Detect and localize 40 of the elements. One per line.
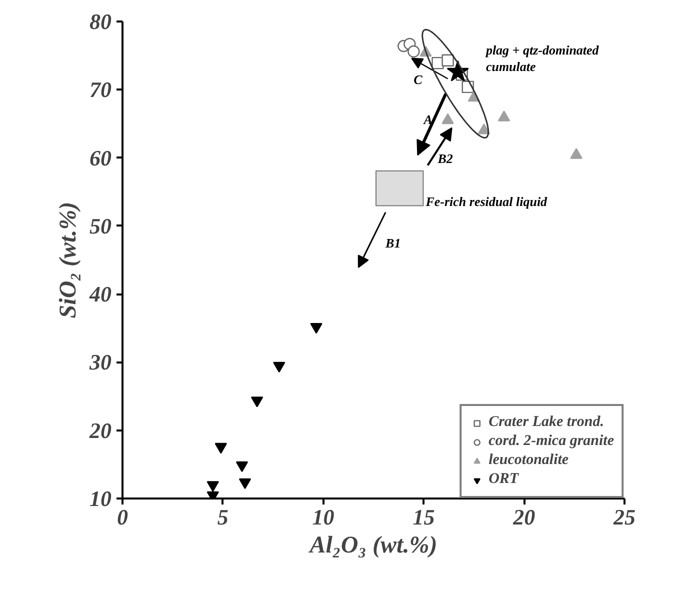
point [236, 461, 248, 472]
point [408, 45, 420, 58]
point [238, 478, 252, 490]
x-axis-title: Al₂O₃ (wt.%) [308, 532, 438, 558]
point [442, 54, 454, 66]
annotation: A [422, 112, 433, 128]
y-tick-label: 40 [88, 282, 112, 307]
point [498, 110, 510, 122]
legend-label: ORT [488, 471, 519, 488]
annotation: plag + qtz-dominated cumulate [484, 42, 600, 74]
x-tick-label: 5 [217, 504, 228, 530]
y-tick-label: 30 [88, 350, 112, 375]
point [206, 481, 219, 492]
point [478, 124, 490, 134]
annotation: C [414, 72, 423, 87]
point [570, 148, 582, 159]
point [446, 60, 469, 82]
legend-label: leucotonalite [488, 452, 569, 469]
y-tick-label: 70 [90, 77, 112, 102]
point [214, 442, 227, 454]
point [442, 113, 454, 124]
y-tick-label: 20 [88, 418, 112, 443]
point [273, 362, 286, 373]
y-tick-label: 50 [90, 213, 112, 238]
x-tick-label: 10 [312, 504, 334, 530]
point [250, 396, 264, 408]
x-tick-label: 15 [412, 504, 435, 530]
x-tick-label: 0 [117, 504, 128, 530]
annotation: B2 [436, 150, 454, 166]
point [310, 323, 322, 334]
legend-label: cord. 2-mica granite [488, 433, 614, 450]
y-tick-label: 60 [90, 145, 112, 170]
y-tick-label: 10 [90, 486, 112, 511]
x-tick-label: 20 [512, 504, 536, 530]
legend-label: Crater Lake trond. [488, 414, 604, 431]
y-axis-title: SiO₂ (wt.%) [56, 202, 82, 318]
annotation: Fe-rich residual liquid [424, 194, 548, 209]
annotation: B1 [384, 235, 401, 250]
x-tick-label: 25 [612, 504, 636, 530]
y-tick-label: 80 [90, 9, 112, 34]
